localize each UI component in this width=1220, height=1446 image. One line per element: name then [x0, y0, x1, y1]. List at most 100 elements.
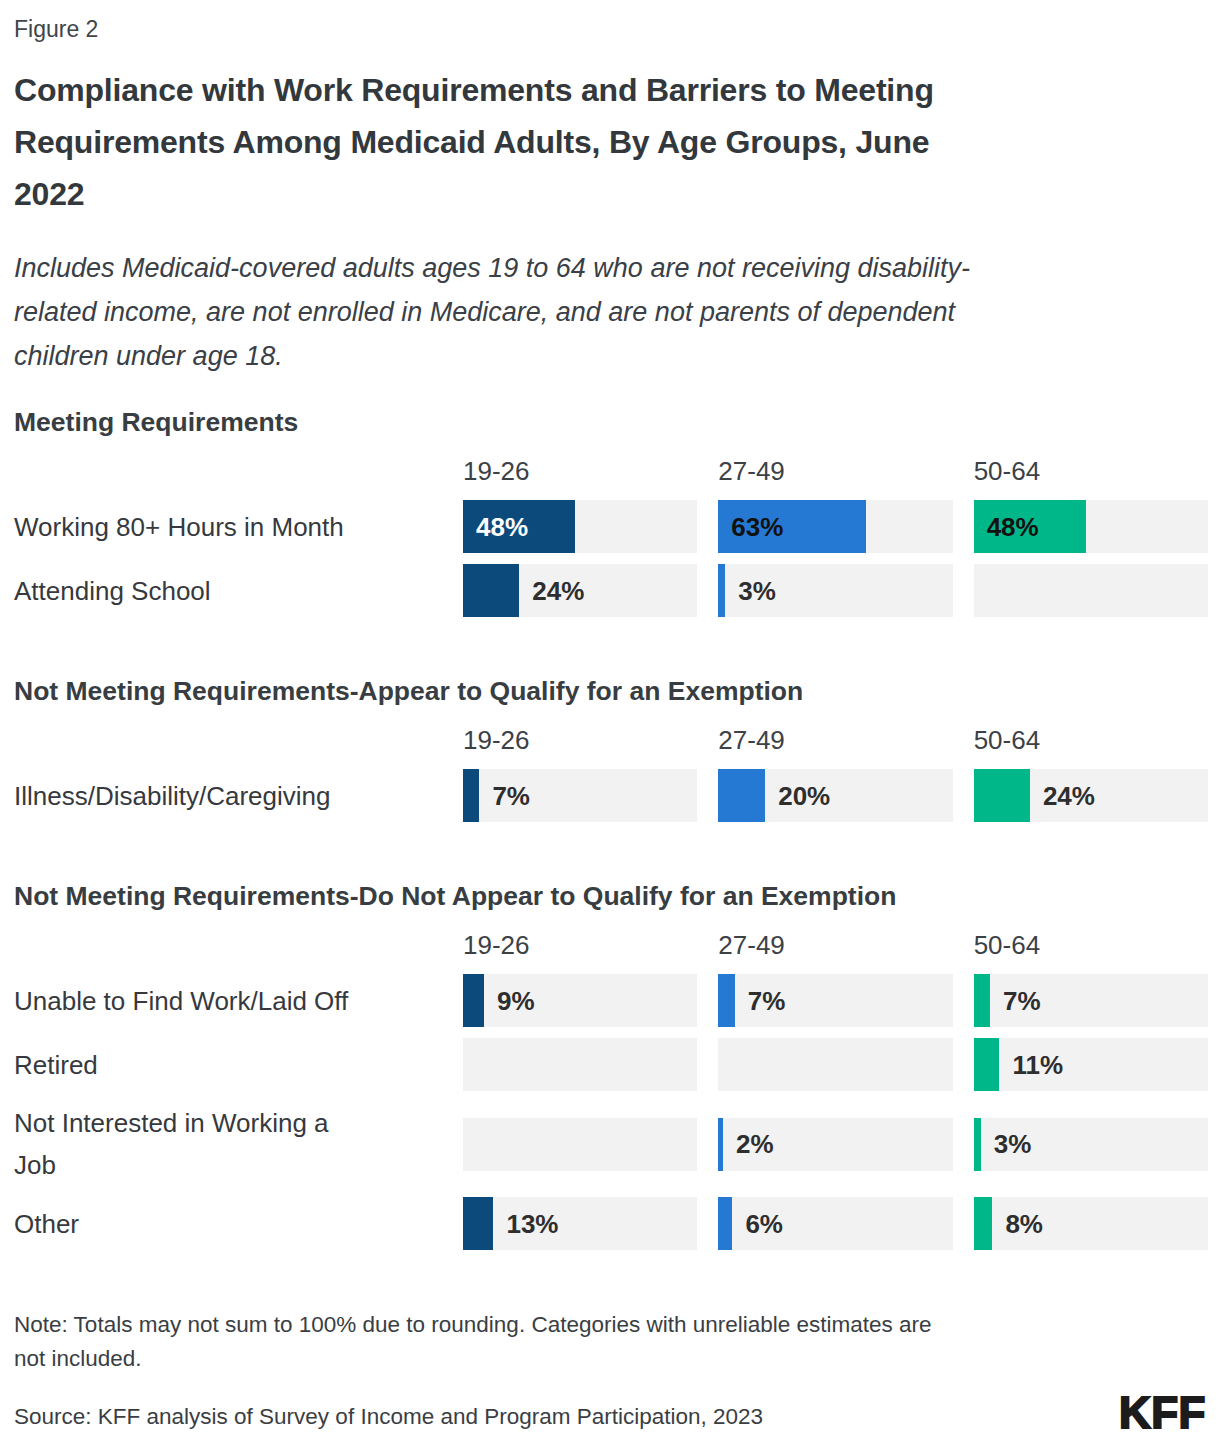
figure-page: Figure 2 Compliance with Work Requiremen…	[0, 0, 1220, 1446]
row-label: Retired	[14, 1044, 442, 1086]
source-text: Source: KFF analysis of Survey of Income…	[14, 1400, 1208, 1434]
bar-track: 9%	[463, 974, 697, 1027]
bar-track: 48%	[463, 500, 697, 553]
age-group-header-27-49: 27-49	[718, 930, 952, 960]
age-group-header-19-26: 19-26	[463, 930, 697, 960]
row-label: Attending School	[14, 570, 442, 612]
bar-track: 7%	[718, 974, 952, 1027]
bar-track: 11%	[974, 1038, 1208, 1091]
column-header-row: 19-26 27-49 50-64	[14, 930, 1208, 960]
kff-logo: KFF	[1119, 1388, 1206, 1438]
bar-value-label: 48%	[987, 511, 1039, 542]
bar-segment	[718, 564, 725, 617]
bar-track: 13%	[463, 1197, 697, 1250]
bar-value-label: 24%	[1043, 780, 1095, 811]
bar-segment	[718, 769, 765, 822]
title-line-1: Compliance with Work Requirements and Ba…	[14, 64, 1208, 116]
subtitle-line-1: Includes Medicaid-covered adults ages 19…	[14, 246, 1208, 290]
note-line-1: Note: Totals may not sum to 100% due to …	[14, 1308, 1208, 1342]
bar-segment	[718, 1118, 723, 1171]
row-label: Working 80+ Hours in Month	[14, 506, 442, 548]
note-text: Note: Totals may not sum to 100% due to …	[14, 1308, 1208, 1376]
age-group-header-27-49: 27-49	[718, 456, 952, 486]
bar-value-label: 3%	[994, 1129, 1032, 1160]
age-group-header-50-64: 50-64	[974, 725, 1208, 755]
bar-row: Working 80+ Hours in Month 48% 63% 48%	[14, 500, 1208, 553]
note-line-2: not included.	[14, 1342, 1208, 1376]
bar-track: 20%	[718, 769, 952, 822]
subtitle-line-2: related income, are not enrolled in Medi…	[14, 290, 1208, 334]
bar-track: 24%	[974, 769, 1208, 822]
bar-segment	[463, 769, 479, 822]
bar-value-label: 3%	[738, 575, 776, 606]
chart-title: Compliance with Work Requirements and Ba…	[14, 64, 1208, 220]
column-header-spacer	[14, 930, 442, 960]
bar-track	[974, 564, 1208, 617]
title-line-2: Requirements Among Medicaid Adults, By A…	[14, 116, 1208, 168]
row-label: Other	[14, 1203, 442, 1245]
bar-value-label: 2%	[736, 1129, 774, 1160]
bar-value-label: 9%	[497, 985, 535, 1016]
bar-track: 24%	[463, 564, 697, 617]
column-header-spacer	[14, 725, 442, 755]
bar-segment	[718, 1197, 732, 1250]
bar-track: 6%	[718, 1197, 952, 1250]
chart-section-1: Meeting Requirements19-2627-4950-64Worki…	[14, 404, 1208, 617]
bar-track	[463, 1118, 697, 1171]
age-group-header-50-64: 50-64	[974, 930, 1208, 960]
title-line-3: 2022	[14, 168, 1208, 220]
bar-segment	[974, 1118, 981, 1171]
bar-row: Other 13% 6% 8%	[14, 1197, 1208, 1250]
age-group-header-50-64: 50-64	[974, 456, 1208, 486]
age-group-header-19-26: 19-26	[463, 725, 697, 755]
chart-section-3: Not Meeting Requirements-Do Not Appear t…	[14, 878, 1208, 1250]
bar-value-label: 7%	[492, 780, 530, 811]
bar-row: Attending School 24% 3%	[14, 564, 1208, 617]
figure-label: Figure 2	[14, 14, 1208, 44]
section-header: Not Meeting Requirements-Appear to Quali…	[14, 673, 1208, 709]
bar-track: 7%	[974, 974, 1208, 1027]
bar-track: 7%	[463, 769, 697, 822]
age-group-header-27-49: 27-49	[718, 725, 952, 755]
bar-row: Not Interested in Working a Job 2% 3%	[14, 1102, 1208, 1186]
row-label: Illness/Disability/Caregiving	[14, 775, 442, 817]
bar-segment	[974, 1038, 1000, 1091]
column-header-spacer	[14, 456, 442, 486]
bar-row: Unable to Find Work/Laid Off 9% 7% 7%	[14, 974, 1208, 1027]
column-header-row: 19-2627-4950-64	[14, 456, 1208, 486]
bar-segment	[718, 974, 734, 1027]
bar-value-label: 13%	[506, 1208, 558, 1239]
chart-sections: Meeting Requirements 19-26 27-49 50-64 Worki…	[14, 404, 1208, 1250]
bar-segment	[463, 1197, 493, 1250]
section-header: Meeting Requirements	[14, 404, 1208, 440]
bar-track: 8%	[974, 1197, 1208, 1250]
bar-value-label: 7%	[1003, 985, 1041, 1016]
bar-segment	[463, 564, 519, 617]
bar-track	[463, 1038, 697, 1091]
bar-value-label: 63%	[731, 511, 783, 542]
subtitle-line-3: children under age 18.	[14, 334, 1208, 378]
chart-subtitle: Includes Medicaid-covered adults ages 19…	[14, 246, 1208, 378]
bar-row: Illness/Disability/Caregiving 7% 20% 24%	[14, 769, 1208, 822]
bar-track: 3%	[718, 564, 952, 617]
bar-segment	[974, 974, 990, 1027]
bar-segment	[974, 769, 1030, 822]
bar-value-label: 20%	[778, 780, 830, 811]
bar-value-label: 7%	[748, 985, 786, 1016]
bar-value-label: 24%	[532, 575, 584, 606]
bar-value-label: 11%	[1012, 1049, 1063, 1080]
column-header-row: 19-26 27-49 50-64	[14, 725, 1208, 755]
bar-value-label: 8%	[1005, 1208, 1043, 1239]
bar-track	[718, 1038, 952, 1091]
bar-track: 63%	[718, 500, 952, 553]
chart-footer: Note: Totals may not sum to 100% due to …	[14, 1308, 1208, 1434]
chart-section-2: Not Meeting Requirements-Appear to Quali…	[14, 673, 1208, 822]
bar-value-label: 48%	[476, 511, 528, 542]
bar-row: Retired 11%	[14, 1038, 1208, 1091]
row-label: Unable to Find Work/Laid Off	[14, 980, 442, 1022]
bar-track: 3%	[974, 1118, 1208, 1171]
section-header: Not Meeting Requirements-Do Not Appear t…	[14, 878, 1208, 914]
bar-segment	[974, 1197, 993, 1250]
bar-track: 48%	[974, 500, 1208, 553]
row-label: Not Interested in Working a Job	[14, 1102, 442, 1186]
